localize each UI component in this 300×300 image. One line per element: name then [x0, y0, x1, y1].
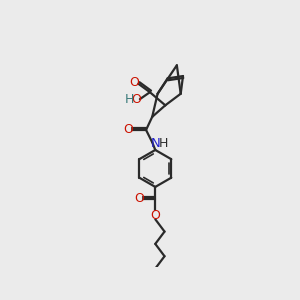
Text: N: N: [150, 136, 160, 149]
Text: H: H: [158, 136, 168, 149]
Text: O: O: [131, 93, 141, 106]
Text: O: O: [134, 192, 144, 206]
Text: O: O: [123, 123, 133, 136]
Text: O: O: [150, 209, 160, 222]
Text: O: O: [130, 76, 140, 89]
Text: H: H: [125, 93, 135, 106]
